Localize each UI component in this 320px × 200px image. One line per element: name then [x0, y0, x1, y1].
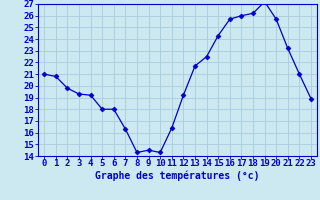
X-axis label: Graphe des températures (°c): Graphe des températures (°c) [95, 171, 260, 181]
